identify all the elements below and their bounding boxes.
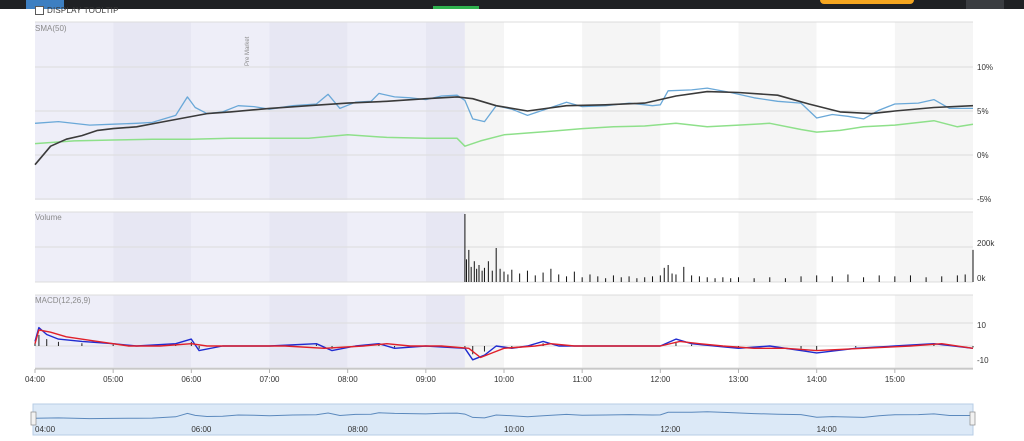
x-tick-label: 14:00 — [807, 375, 828, 384]
session-band — [269, 295, 348, 368]
macd-series-group — [34, 326, 974, 361]
macd-session-bands — [35, 295, 973, 368]
x-tick-label: 04:00 — [25, 375, 46, 384]
app-top-bar — [0, 0, 1024, 9]
price-y-tick-label: 0% — [977, 151, 989, 160]
navigator-line — [34, 411, 973, 420]
x-tick-label: 10:00 — [494, 375, 515, 384]
x-tick-label: 07:00 — [259, 375, 280, 384]
navigator-tick-label: 04:00 — [35, 425, 56, 434]
session-band — [191, 295, 270, 368]
macd-panel[interactable]: MACD(12,26,9) 10 -10 — [34, 294, 989, 369]
x-tick-label: 05:00 — [103, 375, 124, 384]
price-y-tick-label: -5% — [977, 195, 991, 204]
navigator-tick-label: 14:00 — [817, 425, 838, 434]
x-tick-label: 11:00 — [572, 375, 592, 384]
sma-line — [34, 90, 974, 166]
time-x-axis: 04:00 05:00 06:00 07:00 08:00 09:00 10:00 11:00… — [25, 368, 973, 384]
top-orange-button[interactable] — [820, 0, 914, 4]
comparison-line — [34, 119, 974, 147]
navigator-tick-label: 10:00 — [504, 425, 525, 434]
navigator-right-handle[interactable] — [969, 411, 976, 426]
x-tick-label: 06:00 — [181, 375, 202, 384]
volume-panel[interactable]: Volume 200k 0k — [35, 211, 995, 283]
macd-y-axis: 10 -10 — [977, 321, 989, 365]
volume-y-axis: 200k 0k — [977, 239, 995, 283]
session-band — [660, 295, 739, 368]
x-tick-label: 12:00 — [650, 375, 671, 384]
display-tooltip-toggle[interactable]: DISPLAY TOOLTIP — [35, 6, 119, 15]
x-tick-label: 15:00 — [885, 375, 906, 384]
volume-y-tick-label: 200k — [977, 239, 995, 248]
price-panel-title: SMA(50) — [35, 24, 67, 33]
price-y-tick-label: 5% — [977, 107, 989, 116]
price-gridlines — [35, 21, 973, 200]
session-band — [582, 295, 661, 368]
price-y-tick-label: 10% — [977, 63, 993, 72]
display-tooltip-checkbox[interactable] — [35, 6, 44, 15]
price-panel[interactable]: SMA(50) Pre Market 10% 5% 0% -5% — [34, 21, 993, 204]
volume-y-tick-label: 0k — [977, 274, 986, 283]
volume-panel-title: Volume — [35, 213, 62, 222]
navigator-tick-label: 06:00 — [191, 425, 212, 434]
session-band — [347, 295, 426, 368]
navigator-tick-label: 08:00 — [348, 425, 369, 434]
session-band — [425, 295, 465, 368]
navigator-selection[interactable] — [32, 403, 974, 436]
session-band — [894, 295, 973, 368]
price-series-group — [34, 87, 974, 166]
premarket-annotation: Pre Market — [245, 36, 251, 66]
top-blue-tab[interactable] — [26, 0, 64, 9]
top-green-indicator — [433, 6, 479, 9]
x-tick-label: 09:00 — [416, 375, 437, 384]
volume-bars — [464, 214, 974, 282]
macd-y-tick-label: 10 — [977, 321, 986, 330]
session-band — [113, 295, 192, 368]
session-band — [816, 295, 895, 368]
navigator-tick-label: 12:00 — [660, 425, 681, 434]
x-tick-label: 13:00 — [728, 375, 749, 384]
macd-y-tick-label: -10 — [977, 356, 989, 365]
price-y-axis: 10% 5% 0% -5% — [977, 63, 993, 204]
display-tooltip-label: DISPLAY TOOLTIP — [47, 6, 119, 15]
macd-panel-title: MACD(12,26,9) — [35, 296, 91, 305]
signal-line — [34, 329, 974, 359]
macd-line — [34, 326, 974, 361]
session-band — [504, 295, 583, 368]
navigator-left-handle[interactable] — [30, 411, 37, 426]
x-tick-label: 08:00 — [338, 375, 359, 384]
session-band — [738, 295, 817, 368]
top-gray-button[interactable] — [966, 0, 1004, 9]
navigator[interactable]: 04:00 06:00 08:00 10:00 12:00 14:00 — [30, 403, 976, 436]
navigator-x-axis: 04:00 06:00 08:00 10:00 12:00 14:00 — [35, 425, 837, 434]
